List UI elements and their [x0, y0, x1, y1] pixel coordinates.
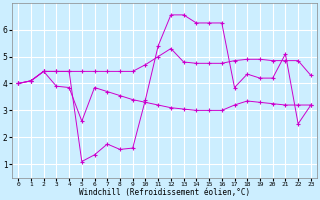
X-axis label: Windchill (Refroidissement éolien,°C): Windchill (Refroidissement éolien,°C)	[79, 188, 250, 197]
